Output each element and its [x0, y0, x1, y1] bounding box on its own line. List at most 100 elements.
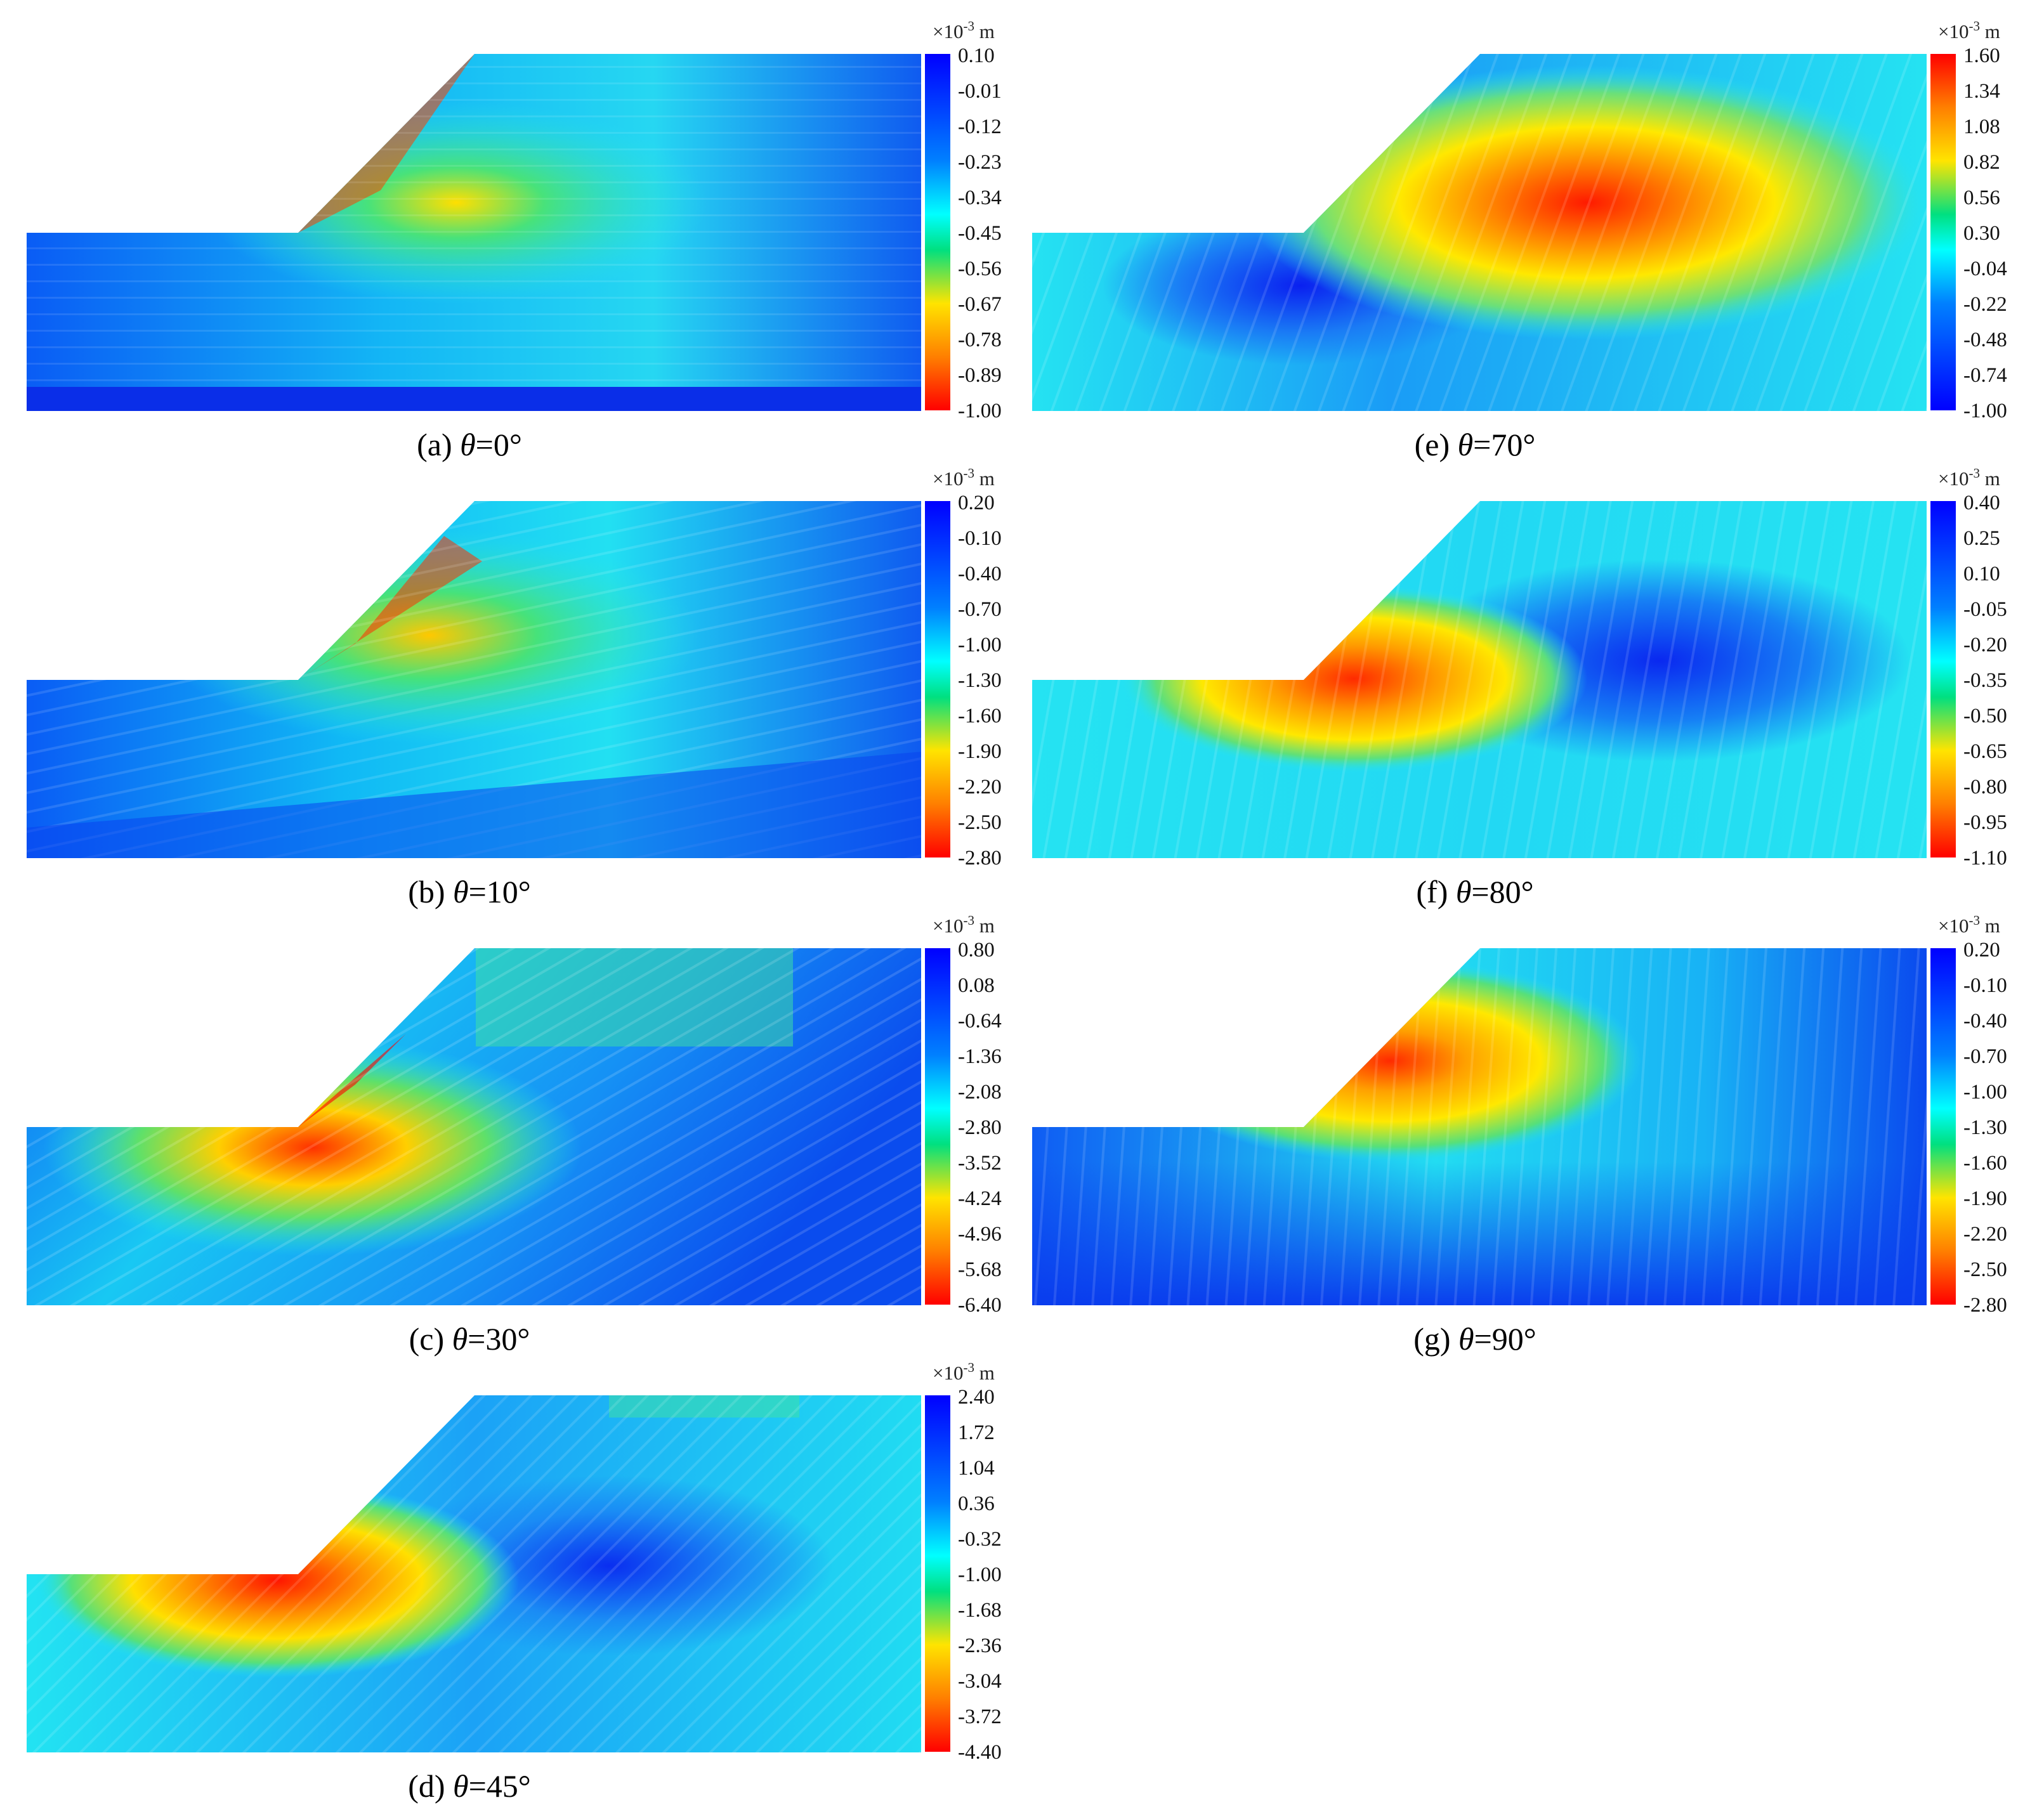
colorbar-ticks-g: 0.20 -0.10 -0.40 -0.70 -1.00 -1.30 -1.60… — [1963, 939, 2007, 1317]
colorbar-c — [925, 948, 950, 1305]
contour-plot-d: ×10-3 m 2.40 1.72 1.04 0.36 -0.32 -1.00 … — [27, 1360, 1002, 1764]
svg-text:-0.35: -0.35 — [1963, 669, 2007, 692]
svg-text:-4.24: -4.24 — [958, 1187, 1002, 1210]
contour-plot-f: ×10-3 m 0.40 0.25 0.10 -0.05 -0.20 -0.35… — [1032, 466, 2007, 870]
svg-text:-1.00: -1.00 — [1963, 400, 2007, 422]
svg-text:-2.80: -2.80 — [958, 1116, 1002, 1139]
colorbar-unit-f: ×10-3 m — [1938, 466, 2000, 490]
svg-text:-1.30: -1.30 — [958, 669, 1002, 692]
caption-g: (g) θ=90° — [1413, 1321, 1536, 1357]
svg-text:-0.20: -0.20 — [1963, 634, 2007, 656]
svg-text:-0.05: -0.05 — [1963, 598, 2007, 621]
panel-f: ×10-3 m 0.40 0.25 0.10 -0.05 -0.20 -0.35… — [1006, 447, 2044, 916]
colorbar-unit-g: ×10-3 m — [1938, 913, 2000, 937]
caption-c: (c) θ=30° — [409, 1321, 530, 1357]
svg-text:-0.45: -0.45 — [958, 222, 1002, 245]
svg-text:-0.89: -0.89 — [958, 364, 1002, 387]
svg-text:-0.04: -0.04 — [1963, 258, 2007, 280]
panel-c: ×10-3 m 0.80 0.08 -0.64 -1.36 -2.08 -2.8… — [0, 894, 1021, 1364]
svg-text:-1.68: -1.68 — [958, 1599, 1002, 1622]
svg-text:-0.70: -0.70 — [1963, 1045, 2007, 1068]
svg-text:-0.23: -0.23 — [958, 151, 1002, 174]
caption-b: (b) θ=10° — [408, 874, 531, 910]
svg-text:-1.60: -1.60 — [958, 705, 1002, 727]
svg-text:-0.48: -0.48 — [1963, 329, 2007, 351]
contour-plot-e: ×10-3 m 1.60 1.34 1.08 0.82 0.56 0.30 -0… — [1032, 18, 2007, 422]
colorbar-ticks-c: 0.80 0.08 -0.64 -1.36 -2.08 -2.80 -3.52 … — [958, 939, 1002, 1317]
svg-text:-2.50: -2.50 — [1963, 1258, 2007, 1281]
colorbar-ticks-b: 0.20 -0.10 -0.40 -0.70 -1.00 -1.30 -1.60… — [958, 492, 1002, 870]
svg-text:1.08: 1.08 — [1963, 115, 2000, 138]
svg-text:-6.40: -6.40 — [958, 1294, 1002, 1317]
contour-plot-a: ×10-3 m 0.10 -0.01 -0.12 -0.23 -0.34 -0.… — [27, 18, 1002, 422]
svg-text:-1.10: -1.10 — [1963, 847, 2007, 870]
colorbar-b — [925, 501, 950, 857]
svg-text:-1.90: -1.90 — [1963, 1187, 2007, 1210]
svg-text:-0.40: -0.40 — [958, 563, 1002, 585]
svg-text:-5.68: -5.68 — [958, 1258, 1002, 1281]
svg-text:-0.12: -0.12 — [958, 115, 1002, 138]
colorbar-unit-e: ×10-3 m — [1938, 18, 2000, 42]
contour-plot-g: ×10-3 m 0.20 -0.10 -0.40 -0.70 -1.00 -1.… — [1032, 913, 2007, 1317]
svg-text:-1.00: -1.00 — [958, 634, 1002, 656]
svg-text:-0.67: -0.67 — [958, 293, 1002, 316]
svg-text:-2.36: -2.36 — [958, 1634, 1002, 1657]
svg-text:-0.10: -0.10 — [958, 527, 1002, 550]
colorbar-unit-c: ×10-3 m — [933, 913, 995, 937]
contour-plot-b: ×10-3 m 0.20 -0.10 -0.40 -0.70 -1.00 -1.… — [27, 466, 1002, 870]
svg-text:2.40: 2.40 — [958, 1386, 995, 1409]
svg-text:-0.40: -0.40 — [1963, 1010, 2007, 1033]
svg-text:0.36: 0.36 — [958, 1492, 995, 1515]
svg-text:-0.34: -0.34 — [958, 186, 1002, 209]
svg-text:-3.52: -3.52 — [958, 1152, 1002, 1175]
svg-text:0.25: 0.25 — [1963, 527, 2000, 550]
panel-e: ×10-3 m 1.60 1.34 1.08 0.82 0.56 0.30 -0… — [1006, 0, 2044, 469]
svg-text:-1.00: -1.00 — [958, 1563, 1002, 1586]
colorbar-unit-d: ×10-3 m — [933, 1360, 995, 1384]
colorbar-f — [1930, 501, 1956, 857]
svg-text:-1.00: -1.00 — [1963, 1081, 2007, 1104]
svg-text:-0.95: -0.95 — [1963, 811, 2007, 834]
svg-text:-2.80: -2.80 — [958, 847, 1002, 870]
svg-text:-2.50: -2.50 — [958, 811, 1002, 834]
svg-text:-1.60: -1.60 — [1963, 1152, 2007, 1175]
colorbar-g — [1930, 948, 1956, 1305]
svg-text:0.82: 0.82 — [1963, 151, 2000, 174]
contour-plot-c: ×10-3 m 0.80 0.08 -0.64 -1.36 -2.08 -2.8… — [27, 913, 1002, 1317]
svg-text:-0.78: -0.78 — [958, 329, 1002, 351]
svg-text:-3.04: -3.04 — [958, 1670, 1002, 1693]
panel-a: ×10-3 m 0.10 -0.01 -0.12 -0.23 -0.34 -0.… — [0, 0, 1021, 469]
colorbar-e — [1930, 54, 1956, 410]
svg-text:0.08: 0.08 — [958, 974, 995, 997]
svg-text:-1.90: -1.90 — [958, 740, 1002, 763]
svg-text:-4.96: -4.96 — [958, 1223, 1002, 1246]
svg-text:1.60: 1.60 — [1963, 44, 2000, 67]
svg-text:-0.70: -0.70 — [958, 598, 1002, 621]
caption-a: (a) θ=0° — [417, 427, 522, 462]
svg-text:-4.40: -4.40 — [958, 1741, 1002, 1764]
svg-text:-1.30: -1.30 — [1963, 1116, 2007, 1139]
colorbar-ticks-d: 2.40 1.72 1.04 0.36 -0.32 -1.00 -1.68 -2… — [958, 1386, 1002, 1764]
colorbar-ticks-f: 0.40 0.25 0.10 -0.05 -0.20 -0.35 -0.50 -… — [1963, 492, 2007, 870]
svg-text:0.56: 0.56 — [1963, 186, 2000, 209]
svg-text:-0.22: -0.22 — [1963, 293, 2007, 316]
svg-text:-0.74: -0.74 — [1963, 364, 2007, 387]
svg-text:-0.80: -0.80 — [1963, 776, 2007, 799]
svg-text:-3.72: -3.72 — [958, 1705, 1002, 1728]
svg-text:-2.20: -2.20 — [958, 776, 1002, 799]
svg-text:-0.64: -0.64 — [958, 1010, 1002, 1033]
svg-text:0.40: 0.40 — [1963, 492, 2000, 514]
colorbar-unit-b: ×10-3 m — [933, 466, 995, 490]
svg-text:-1.36: -1.36 — [958, 1045, 1002, 1068]
svg-text:-2.08: -2.08 — [958, 1081, 1002, 1104]
panel-d: ×10-3 m 2.40 1.72 1.04 0.36 -0.32 -1.00 … — [0, 1341, 1021, 1819]
svg-text:0.10: 0.10 — [1963, 563, 2000, 585]
svg-text:1.34: 1.34 — [1963, 80, 2000, 103]
svg-text:-2.80: -2.80 — [1963, 1294, 2007, 1317]
svg-text:-0.01: -0.01 — [958, 80, 1002, 103]
svg-text:0.10: 0.10 — [958, 44, 995, 67]
colorbar-a — [925, 54, 950, 410]
svg-text:-0.65: -0.65 — [1963, 740, 2007, 763]
svg-text:-0.50: -0.50 — [1963, 705, 2007, 727]
colorbar-d — [925, 1395, 950, 1752]
